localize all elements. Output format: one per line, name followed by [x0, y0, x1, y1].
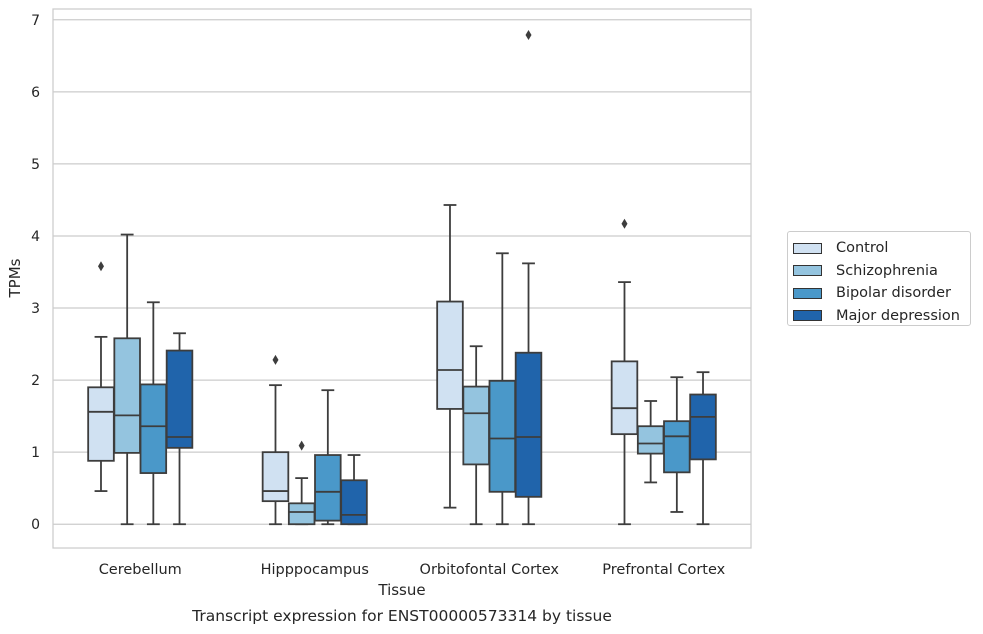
- box-schizophrenia-hipppocampus: [287, 440, 316, 526]
- x-tick-label-cerebellum: Cerebellum: [99, 562, 182, 578]
- y-axis-label: TPMs: [6, 258, 24, 298]
- box-schizophrenia-hipppocampus-outlier-0: [298, 440, 305, 451]
- legend-label-schizophrenia: Schizophrenia: [836, 262, 938, 279]
- box-schizophrenia-orbitofontal-cortex: [462, 345, 490, 526]
- box-major-depression-hipppocampus-body: [340, 479, 368, 526]
- box-schizophrenia-prefrontal-cortex: [636, 400, 665, 484]
- box-schizophrenia-hipppocampus-body: [287, 502, 316, 526]
- legend-item-control: Control: [793, 237, 970, 260]
- legend-label-bipolar-disorder: Bipolar disorder: [836, 285, 951, 302]
- box-major-depression-cerebellum: [165, 332, 194, 526]
- box-major-depression-cerebellum-body: [165, 349, 194, 449]
- y-tick-label-4: 4: [31, 229, 40, 245]
- y-tick-label-0: 0: [31, 517, 40, 533]
- y-ticks: 0 1 2 3 4 5 6 7: [31, 13, 40, 533]
- box-schizophrenia-cerebellum: [113, 233, 141, 526]
- box-control-prefrontal-cortex-body: [610, 360, 639, 436]
- legend-item-major-depression: Major depression: [793, 305, 970, 328]
- boxes: [87, 29, 717, 526]
- box-control-prefrontal-cortex-outlier-0: [621, 218, 628, 229]
- y-tick-label-7: 7: [31, 13, 40, 29]
- box-control-cerebellum-outlier-0: [97, 261, 104, 272]
- y-tick-label-1: 1: [31, 445, 40, 461]
- box-control-hipppocampus: [261, 354, 290, 526]
- legend-swatch-major-depression: [793, 310, 822, 322]
- box-control-cerebellum: [87, 261, 115, 492]
- x-tick-label-prefrontal-cortex: Prefrontal Cortex: [602, 562, 725, 578]
- box-bipolar-disorder-cerebellum-body: [139, 383, 168, 474]
- y-tick-label-2: 2: [31, 373, 40, 389]
- box-major-depression-hipppocampus: [340, 454, 368, 526]
- y-tick-label-5: 5: [31, 157, 40, 173]
- box-control-orbitofontal-cortex: [436, 204, 464, 509]
- box-bipolar-disorder-orbitofontal-cortex: [488, 252, 517, 526]
- legend-swatch-schizophrenia: [793, 265, 822, 277]
- box-bipolar-disorder-prefrontal-cortex-body: [663, 420, 691, 474]
- legend-swatch-bipolar-disorder: [793, 287, 822, 299]
- box-control-prefrontal-cortex: [610, 218, 639, 526]
- box-control-orbitofontal-cortex-body: [436, 300, 464, 410]
- box-bipolar-disorder-orbitofontal-cortex-body: [488, 379, 517, 493]
- grid: [53, 19, 751, 525]
- y-tick-label-6: 6: [31, 85, 40, 101]
- box-major-depression-orbitofontal-cortex: [514, 29, 543, 526]
- box-schizophrenia-cerebellum-body: [113, 337, 141, 454]
- x-axis-label: Tissue: [377, 581, 425, 599]
- box-major-depression-orbitofontal-cortex-outlier-0: [525, 29, 532, 40]
- legend-item-schizophrenia: Schizophrenia: [793, 260, 970, 283]
- box-bipolar-disorder-cerebellum: [139, 301, 168, 526]
- legend-item-bipolar-disorder: Bipolar disorder: [793, 282, 970, 305]
- box-control-cerebellum-body: [87, 386, 115, 462]
- y-tick-label-3: 3: [31, 301, 40, 317]
- box-schizophrenia-prefrontal-cortex-body: [636, 425, 665, 455]
- box-major-depression-orbitofontal-cortex-body: [514, 351, 543, 498]
- chart-title: Transcript expression for ENST0000057331…: [191, 607, 612, 625]
- box-control-hipppocampus-body: [261, 451, 290, 503]
- box-control-hipppocampus-outlier-0: [272, 354, 279, 365]
- legend-label-major-depression: Major depression: [836, 307, 960, 324]
- legend: Control Schizophrenia Bipolar disorder M…: [787, 231, 971, 326]
- box-major-depression-prefrontal-cortex-body: [689, 393, 717, 461]
- box-schizophrenia-orbitofontal-cortex-body: [462, 385, 490, 466]
- x-tick-label-hipppocampus: Hipppocampus: [261, 562, 369, 578]
- x-ticks: Cerebellum Hipppocampus Orbitofontal Corte…: [99, 562, 726, 578]
- plot-area: [52, 8, 752, 549]
- box-major-depression-prefrontal-cortex: [689, 371, 717, 526]
- x-tick-label-orbitofontal-cortex: Orbitofontal Cortex: [420, 562, 560, 578]
- box-bipolar-disorder-hipppocampus-body: [314, 454, 342, 522]
- legend-swatch-control: [793, 242, 822, 254]
- legend-label-control: Control: [836, 240, 889, 257]
